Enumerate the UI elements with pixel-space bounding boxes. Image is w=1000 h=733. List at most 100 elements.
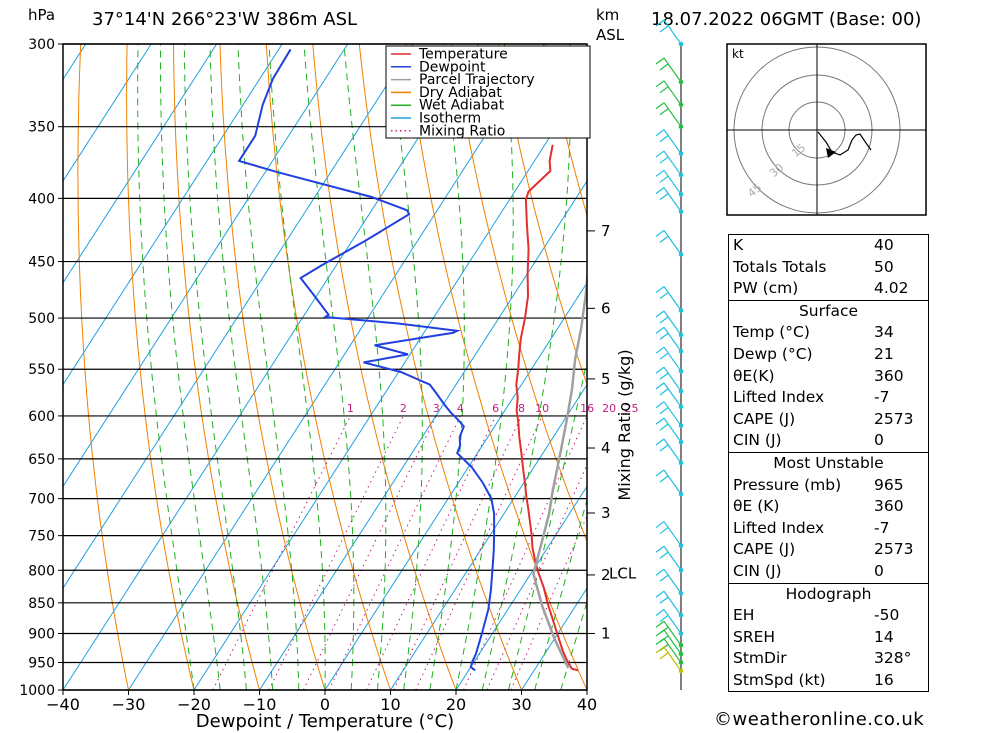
- height-tick-label: 4: [601, 439, 611, 457]
- pressure-unit-label: hPa: [28, 6, 55, 24]
- isotherm-line: [63, 44, 480, 690]
- dry-adiabat-line: [963, 44, 1000, 690]
- wet-adiabat-line: [237, 44, 300, 690]
- isotherm-line: [63, 44, 152, 182]
- surface-title: Surface: [798, 301, 859, 320]
- table-row: θE(K) 360: [729, 366, 928, 388]
- table-row: θE (K) 360: [729, 496, 928, 518]
- wind-barb: [655, 646, 684, 674]
- wind-barb: [655, 57, 684, 85]
- legend-entry-label: Temperature: [418, 47, 508, 63]
- row-label: K: [733, 236, 744, 254]
- row-label: CIN (J): [733, 431, 782, 450]
- mixing-ratio-tick-label: 10: [535, 402, 549, 415]
- row-value: 360: [874, 497, 904, 516]
- table-row: CIN (J) 0: [729, 561, 928, 583]
- wind-barb: [655, 150, 684, 178]
- surface-group: Surface Temp (°C) 34 Dewp (°C) 21 θE(K) 360 Li…: [729, 301, 928, 453]
- mixing-ratio-tick-label: 8: [518, 402, 525, 415]
- temperature-tick-label: 40: [577, 695, 597, 714]
- mixing-ratio-tick-label: 3: [433, 402, 440, 415]
- plot-frame: [62, 43, 588, 691]
- legend-entry-label: Dry Adiabat: [419, 85, 502, 101]
- row-value: 965: [874, 475, 904, 494]
- pressure-tick-label: 400: [28, 191, 55, 207]
- wind-barb: [655, 19, 684, 47]
- pressure-tick-label: 700: [28, 492, 55, 508]
- mixing-ratio-labels: 1 2 3 4 6 8 10 16 20 25: [347, 402, 639, 415]
- x-axis-label: Dewpoint / Temperature (°C): [196, 711, 454, 732]
- row-value: -7: [874, 388, 890, 407]
- hodograph: kt 15 30 45: [726, 43, 927, 216]
- row-label: CIN (J): [733, 561, 782, 580]
- height-tick-label: 6: [601, 299, 611, 317]
- hodograph-trace: [817, 131, 872, 156]
- isotherm-line: [63, 44, 283, 386]
- indices-group: K 40 Totals Totals 50 PW (cm) 4.02: [729, 235, 928, 301]
- mixing-ratio-line: [510, 514, 587, 690]
- dry-adiabat-line: [405, 44, 587, 690]
- most-unstable-group: Most Unstable Pressure (mb) 965 θE (K) 360 L…: [729, 453, 928, 584]
- wind-barb: [655, 169, 684, 197]
- pressure-tick-label: 500: [28, 311, 55, 327]
- height-tick-label: 3: [601, 504, 611, 522]
- row-value: 14: [874, 627, 894, 646]
- pressure-tick-label: 950: [28, 655, 55, 671]
- table-row: StmDir 328°: [729, 648, 928, 670]
- wind-barb: [655, 310, 684, 338]
- row-label: Pressure (mb): [733, 475, 842, 494]
- table-row: PW (cm) 4.02: [729, 278, 928, 300]
- lcl-label: LCL: [609, 565, 637, 583]
- mixing-ratio-line: [303, 415, 437, 690]
- legend-entry-label: Dewpoint: [419, 59, 486, 75]
- wind-barb: [655, 545, 684, 573]
- wind-barb: [655, 568, 684, 596]
- isotherm-line: [63, 44, 414, 590]
- row-value: 0: [874, 561, 884, 580]
- location-title: 37°14'N 266°23'W 386m ASL: [92, 9, 357, 30]
- row-value: -50: [874, 606, 900, 625]
- wind-barb: [655, 80, 684, 108]
- wind-barb: [655, 382, 684, 410]
- row-label: Lifted Index: [733, 518, 825, 537]
- row-label: Totals Totals: [733, 257, 827, 276]
- legend-entry-label: Wet Adiabat: [419, 98, 505, 114]
- wind-barb: [655, 590, 684, 618]
- table-row: Temp (°C) 34: [729, 322, 928, 344]
- dry-adiabat-line: [126, 44, 195, 690]
- dry-adiabat-line: [498, 44, 587, 387]
- mixing-ratio-tick-label: 25: [625, 402, 639, 415]
- wind-barb: [655, 401, 684, 428]
- wind-barb: [655, 187, 684, 214]
- row-label: StmDir: [733, 649, 787, 668]
- pressure-tick-label: 750: [28, 529, 55, 545]
- hodograph-stats-title: Hodograph: [785, 584, 872, 603]
- wind-barb: [655, 229, 684, 257]
- height-tick-label: 7: [601, 222, 611, 240]
- mixing-ratio-tick-label: 6: [492, 402, 499, 415]
- row-label: θE (K): [733, 497, 780, 516]
- wind-barb: [655, 129, 684, 156]
- datetime-title: 18.07.2022 06GMT (Base: 00): [651, 9, 921, 30]
- legend-entry-label: Parcel Trajectory: [419, 72, 535, 88]
- temperature-tick-label: −10: [243, 695, 277, 714]
- wind-barb: [655, 417, 684, 445]
- wet-adiabat-line: [303, 44, 355, 690]
- isotherm-line: [259, 180, 587, 690]
- stability-indices-table: K 40 Totals Totals 50 PW (cm) 4.02 Surface Te…: [728, 234, 929, 693]
- pressure-tick-label: 350: [28, 120, 55, 136]
- wind-barb: [655, 102, 684, 130]
- mixing-ratio-tick-label: 20: [602, 402, 616, 415]
- wet-adiabat-line: [137, 44, 195, 690]
- mixing-ratio-axis-label: Mixing Ratio (g/kg): [615, 349, 634, 500]
- table-row: K 40: [729, 235, 928, 257]
- height-tick-label: 1: [601, 624, 611, 642]
- row-value: 34: [874, 323, 894, 342]
- dry-adiabat-line: [77, 44, 129, 690]
- legend-entry-label: Mixing Ratio: [419, 123, 505, 139]
- hodograph-unit: kt: [732, 47, 744, 61]
- pressure-tick-label: 900: [28, 626, 55, 642]
- height-axis: 7 6 5 4 3 2 1 LCL: [587, 222, 637, 642]
- wind-barb: [655, 608, 684, 636]
